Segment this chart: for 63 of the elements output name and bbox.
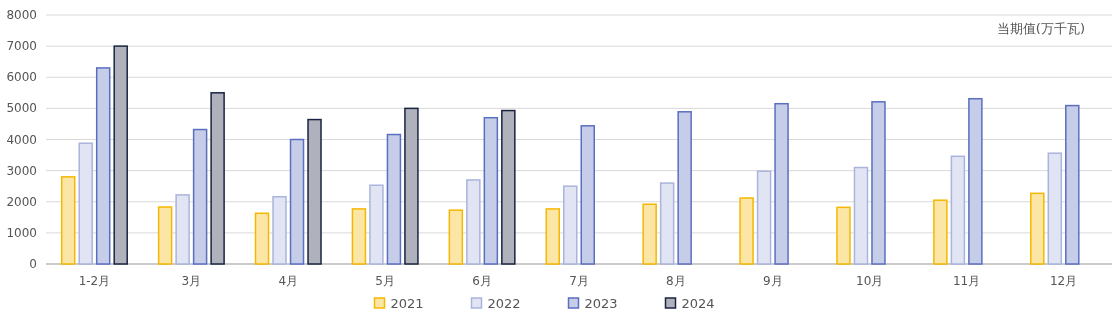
bar bbox=[1030, 192, 1045, 265]
bar bbox=[60, 176, 76, 265]
bar bbox=[871, 101, 886, 265]
bar bbox=[95, 67, 111, 265]
bar bbox=[157, 206, 173, 265]
x-tick-label: 5月 bbox=[375, 274, 395, 288]
bar bbox=[853, 166, 869, 265]
y-axis-title: 当期值(万千瓦) bbox=[996, 21, 1085, 36]
x-tick-label: 3月 bbox=[181, 274, 202, 288]
legend-label: 2023 bbox=[584, 296, 618, 311]
bar bbox=[677, 111, 692, 265]
bar bbox=[1065, 104, 1080, 265]
y-tick-label: 3000 bbox=[6, 163, 37, 178]
bar bbox=[836, 206, 851, 265]
y-tick-label: 8000 bbox=[6, 8, 37, 22]
bar bbox=[272, 196, 287, 265]
bar bbox=[369, 184, 384, 265]
bar bbox=[950, 155, 966, 265]
bar bbox=[386, 133, 402, 265]
y-tick-label: 5000 bbox=[6, 101, 37, 116]
legend-label: 2021 bbox=[390, 296, 424, 311]
bar bbox=[404, 107, 419, 265]
legend-label: 2024 bbox=[681, 296, 715, 311]
y-tick-label: 1000 bbox=[6, 225, 37, 240]
bar bbox=[739, 197, 754, 265]
bar bbox=[78, 142, 93, 265]
bar bbox=[351, 208, 367, 265]
bar bbox=[483, 116, 499, 265]
x-tick-label: 11月 bbox=[953, 274, 981, 288]
bar bbox=[545, 208, 560, 265]
bar bbox=[968, 97, 983, 265]
bar bbox=[210, 92, 225, 265]
bar bbox=[501, 109, 516, 265]
y-tick-label: 4000 bbox=[6, 132, 37, 147]
x-tick-label: 7月 bbox=[569, 274, 589, 288]
y-tick-label: 2000 bbox=[6, 194, 37, 209]
bar bbox=[307, 118, 322, 265]
x-tick-label: 6月 bbox=[472, 274, 492, 288]
bar bbox=[113, 45, 128, 265]
bar bbox=[580, 125, 595, 265]
bar bbox=[756, 170, 772, 265]
x-tick-label: 9月 bbox=[763, 274, 783, 288]
bar bbox=[448, 209, 464, 265]
bar bbox=[1047, 152, 1063, 265]
bar bbox=[192, 128, 208, 265]
bar bbox=[175, 194, 190, 265]
bar bbox=[466, 179, 481, 265]
bar bbox=[289, 138, 305, 265]
y-tick-label: 6000 bbox=[6, 70, 37, 85]
x-tick-label: 4月 bbox=[278, 274, 299, 288]
bar bbox=[659, 182, 675, 265]
x-tick-label: 12月 bbox=[1049, 274, 1078, 288]
y-tick-label: 0 bbox=[29, 257, 37, 271]
bar bbox=[563, 185, 578, 265]
y-tick-label: 7000 bbox=[6, 39, 37, 54]
x-tick-label: 10月 bbox=[856, 274, 884, 288]
bar bbox=[774, 102, 789, 265]
bar bbox=[933, 199, 948, 265]
legend-label: 2022 bbox=[487, 296, 521, 311]
x-tick-label: 8月 bbox=[666, 274, 686, 288]
x-tick-label: 1-2月 bbox=[78, 274, 111, 288]
bar bbox=[254, 212, 270, 265]
bar bbox=[642, 203, 657, 265]
